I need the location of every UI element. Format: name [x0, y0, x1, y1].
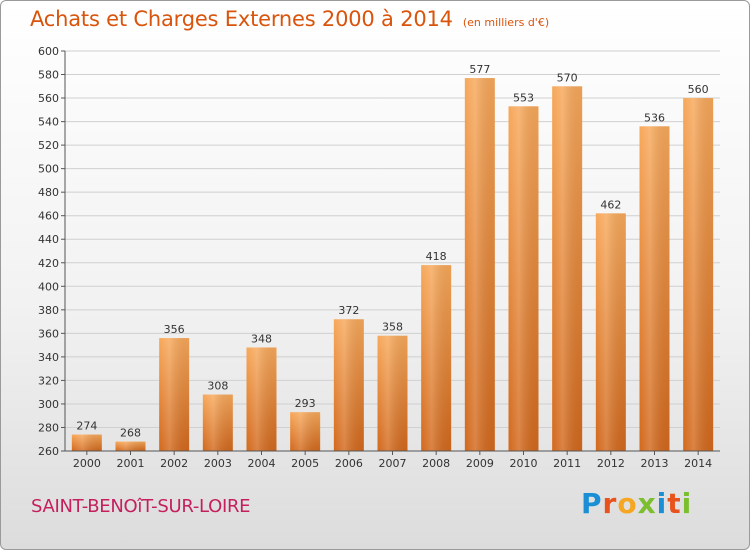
logo-letter: t — [667, 487, 682, 520]
logo-letter: x — [637, 487, 657, 520]
y-tick-label: 560 — [38, 92, 59, 105]
x-tick-label: 2006 — [335, 457, 363, 470]
logo-letter: i — [656, 487, 668, 520]
bar-value-label: 274 — [76, 420, 97, 433]
y-tick-label: 380 — [38, 304, 59, 317]
bar-value-label: 577 — [469, 63, 490, 76]
logo-letter: r — [602, 487, 618, 520]
y-tick-label: 400 — [38, 280, 59, 293]
x-tick-label: 2013 — [641, 457, 669, 470]
bar-shine-2009 — [464, 78, 495, 451]
bars: 274 268 356 308 348 293 372 358 418 577 553 570 462 5… — [71, 63, 714, 451]
bar-shine-2003 — [202, 394, 233, 451]
y-tick-label: 600 — [38, 45, 59, 58]
x-tick-label: 2009 — [466, 457, 494, 470]
y-tick-label: 540 — [38, 116, 59, 129]
bar-value-label: 570 — [557, 71, 578, 84]
y-tick-label: 360 — [38, 327, 59, 340]
bar-shine-2004 — [246, 347, 277, 451]
y-tick-label: 440 — [38, 233, 59, 246]
x-tick-label: 2000 — [73, 457, 101, 470]
bar-value-label: 553 — [513, 91, 534, 104]
bar-value-label: 536 — [644, 111, 665, 124]
y-tick-label: 280 — [38, 421, 59, 434]
y-tick-label: 500 — [38, 163, 59, 176]
bar-shine-2008 — [421, 265, 452, 451]
x-tick-label: 2014 — [684, 457, 712, 470]
proxiti-logo: Proxiti — [581, 487, 692, 520]
x-axis: 2000 2001 2002 2003 2004 2005 2006 2007 2008 2009… — [65, 450, 720, 470]
x-tick-label: 2001 — [117, 457, 145, 470]
y-tick-label: 580 — [38, 69, 59, 82]
y-tick-label: 300 — [38, 398, 59, 411]
chart-title: Achats et Charges Externes 2000 à 2014 (e… — [30, 7, 549, 31]
bar-value-label: 356 — [164, 323, 185, 336]
bar-shine-2012 — [595, 213, 626, 451]
bar-shine-2011 — [552, 86, 583, 451]
y-tick-label: 460 — [38, 210, 59, 223]
logo-letter: i — [681, 487, 693, 520]
bar-value-label: 462 — [600, 198, 621, 211]
x-tick-label: 2007 — [379, 457, 407, 470]
x-tick-label: 2002 — [160, 457, 188, 470]
location-name: SAINT-BENOîT-SUR-LOIRE — [31, 496, 251, 517]
y-tick-label: 520 — [38, 139, 59, 152]
title-text: Achats et Charges Externes 2000 à 2014 — [30, 7, 453, 31]
bar-value-label: 372 — [338, 304, 359, 317]
y-tick-label: 320 — [38, 374, 59, 387]
x-tick-label: 2005 — [291, 457, 319, 470]
bar-shine-2014 — [683, 98, 714, 451]
bar-value-label: 358 — [382, 321, 403, 334]
y-tick-label: 340 — [38, 351, 59, 364]
x-tick-label: 2004 — [248, 457, 276, 470]
x-tick-label: 2012 — [597, 457, 625, 470]
y-tick-label: 480 — [38, 186, 59, 199]
bar-shine-2006 — [333, 319, 364, 451]
bar-value-label: 308 — [207, 380, 228, 393]
bar-value-label: 560 — [688, 83, 709, 96]
bar-shine-2007 — [377, 335, 408, 451]
x-tick-label: 2011 — [553, 457, 581, 470]
bar-shine-2005 — [290, 412, 321, 451]
bar-value-label: 293 — [295, 397, 316, 410]
chart-subtitle: (en milliers d'€) — [462, 16, 550, 29]
x-tick-label: 2010 — [510, 457, 538, 470]
bar-value-label: 348 — [251, 332, 272, 345]
y-tick-label: 260 — [38, 445, 59, 458]
bar-value-label: 418 — [426, 250, 447, 263]
y-tick-label: 420 — [38, 257, 59, 270]
bar-shine-2013 — [639, 126, 670, 451]
bar-shine-2002 — [159, 338, 190, 451]
bar-shine-2010 — [508, 106, 539, 451]
logo-letter: P — [581, 487, 603, 520]
y-axis: 260 280 300 320 340 360 380 400 420 440 460 480 500 5… — [38, 45, 66, 458]
bar-shine-2001 — [115, 441, 146, 451]
x-tick-label: 2003 — [204, 457, 232, 470]
bar-shine-2000 — [71, 434, 102, 451]
x-tick-label: 2008 — [422, 457, 450, 470]
logo-letter: o — [617, 487, 638, 520]
bar-value-label: 268 — [120, 427, 141, 440]
